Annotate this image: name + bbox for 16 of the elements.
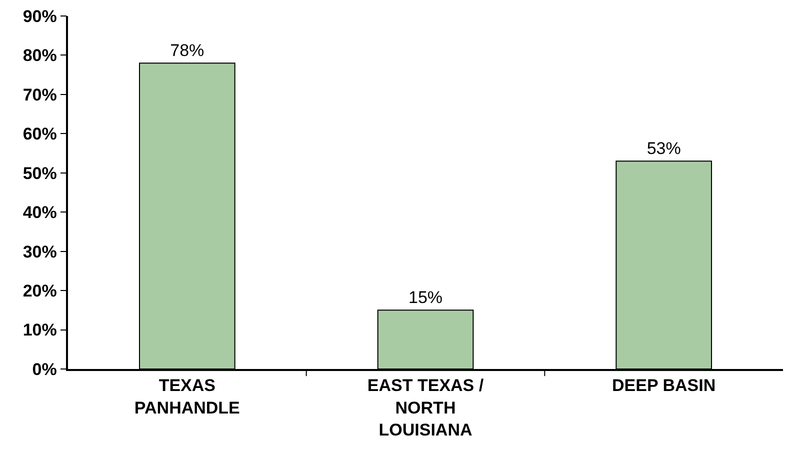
y-tick-label: 30% <box>22 242 57 262</box>
data-label: 78% <box>170 41 204 60</box>
y-tick-label: 60% <box>22 124 57 144</box>
y-tick-label: 90% <box>22 6 57 26</box>
y-tick-label: 10% <box>22 320 57 340</box>
y-tick-label: 20% <box>22 282 57 301</box>
y-tick-label: 50% <box>22 164 57 183</box>
x-tick-label: TEXAS PANHANDLE <box>134 376 240 418</box>
y-tick-label: 0% <box>32 360 57 379</box>
data-label: 53% <box>646 139 681 158</box>
y-tick-label: 80% <box>22 46 57 66</box>
data-label: 15% <box>408 288 443 308</box>
y-tick-label: 70% <box>22 85 57 104</box>
x-tick-label: DEEP BASIN <box>612 376 716 396</box>
x-tick-label: EAST TEXAS / NORTH LOUISIANA <box>367 376 484 440</box>
y-tick-label: 40% <box>22 203 57 222</box>
